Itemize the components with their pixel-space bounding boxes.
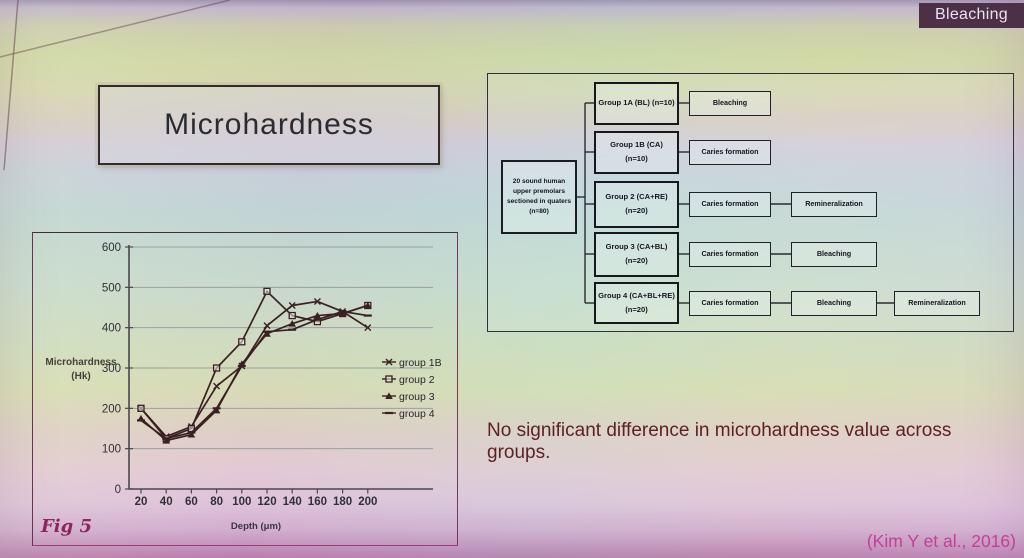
y-tick-label: 600 bbox=[102, 242, 121, 254]
flow-group-box: Group 3 (CA+BL) (n=20) bbox=[594, 231, 679, 277]
marker-triangle bbox=[364, 301, 372, 309]
x-tick-label: 60 bbox=[185, 496, 198, 508]
x-tick-label: 140 bbox=[283, 496, 302, 508]
flow-group-box: Group 1A (BL) (n=10) bbox=[594, 81, 679, 125]
legend-label: group 3 bbox=[399, 391, 435, 403]
x-tick-label: 160 bbox=[308, 496, 327, 508]
flow-step-box: Caries formation bbox=[689, 290, 771, 316]
x-tick-label: 120 bbox=[257, 496, 276, 508]
marker-square bbox=[212, 364, 221, 372]
flow-step-box: Remineralization bbox=[894, 290, 980, 316]
flow-step-box: Caries formation bbox=[689, 191, 771, 217]
x-tick-label: 80 bbox=[210, 496, 223, 508]
marker-x bbox=[263, 322, 271, 330]
flowchart-connectors bbox=[577, 102, 894, 304]
y-tick-label: 300 bbox=[102, 363, 121, 375]
flow-step-box: Caries formation bbox=[689, 139, 771, 165]
flow-group-box: Group 4 (CA+BL+RE) (n=20) bbox=[594, 282, 679, 324]
marker-triangle bbox=[385, 392, 393, 399]
x-tick-label: 200 bbox=[358, 496, 377, 508]
marker-square bbox=[263, 287, 271, 296]
microhardness-chart-panel: Microhardness (Hk) Depth (μm) 0 100 200 300… bbox=[32, 232, 458, 546]
y-axis-label-line1: Microhardness bbox=[45, 357, 117, 368]
x-tick-label: 180 bbox=[333, 496, 352, 508]
marker-triangle bbox=[338, 309, 347, 317]
legend-label: group 2 bbox=[399, 374, 435, 386]
marker-x bbox=[313, 297, 321, 305]
corner-tag-bleaching: Bleaching bbox=[919, 3, 1024, 28]
flow-step-box: Caries formation bbox=[689, 241, 771, 267]
citation-text: (Kim Y et al., 2016) bbox=[866, 531, 1016, 551]
y-axis-label-line2: (Hk) bbox=[71, 371, 90, 382]
marker-square bbox=[385, 375, 393, 383]
marker-square bbox=[288, 311, 296, 320]
series-line-group-3 bbox=[140, 304, 369, 442]
marker-triangle bbox=[313, 311, 322, 319]
study-design-flowchart: 20 sound human upper premolars sectioned… bbox=[487, 73, 1014, 332]
microhardness-line-chart: Microhardness (Hk) Depth (μm) 0 100 200 300… bbox=[45, 242, 442, 532]
y-tick-label: 400 bbox=[102, 323, 121, 335]
marker-square bbox=[137, 404, 145, 412]
legend-label: group 1B bbox=[399, 357, 442, 369]
flow-group-box: Group 2 (CA+RE) (n=20) bbox=[594, 180, 679, 228]
marker-square bbox=[238, 338, 246, 346]
marker-triangle bbox=[162, 437, 170, 444]
series-line-group-1B bbox=[140, 300, 369, 438]
flow-step-box: Bleaching bbox=[791, 290, 877, 316]
x-axis-label: Depth (μm) bbox=[231, 521, 281, 532]
slide-title-box: Microhardness bbox=[98, 85, 440, 165]
y-tick-label: 500 bbox=[102, 282, 121, 294]
flow-step-box: Remineralization bbox=[791, 191, 877, 217]
marker-triangle bbox=[187, 430, 196, 438]
finding-text: No significant difference in microhardne… bbox=[487, 420, 952, 463]
flow-root-box: 20 sound human upper premolars sectioned… bbox=[501, 160, 577, 234]
legend-label: group 4 bbox=[399, 408, 435, 420]
marker-triangle bbox=[212, 406, 221, 414]
marker-x bbox=[213, 382, 221, 390]
flow-step-box: Bleaching bbox=[791, 241, 877, 267]
x-tick-label: 40 bbox=[160, 496, 173, 508]
y-tick-label: 0 bbox=[115, 484, 121, 496]
flow-step-box: Bleaching bbox=[689, 90, 771, 116]
marker-x bbox=[288, 301, 296, 309]
series-line-group-4 bbox=[140, 310, 368, 440]
figure-label: Fig 5 bbox=[41, 516, 92, 537]
marker-x bbox=[364, 324, 372, 332]
y-tick-label: 100 bbox=[102, 444, 121, 456]
flow-group-box: Group 1B (CA) (n=10) bbox=[594, 130, 679, 174]
marker-triangle bbox=[288, 320, 296, 327]
y-tick-label: 200 bbox=[102, 403, 121, 415]
x-tick-label: 20 bbox=[135, 496, 148, 508]
series-line-group-2 bbox=[140, 289, 369, 440]
x-tick-label: 100 bbox=[232, 496, 251, 508]
slide-title: Microhardness bbox=[164, 108, 374, 141]
marker-x bbox=[385, 358, 393, 366]
